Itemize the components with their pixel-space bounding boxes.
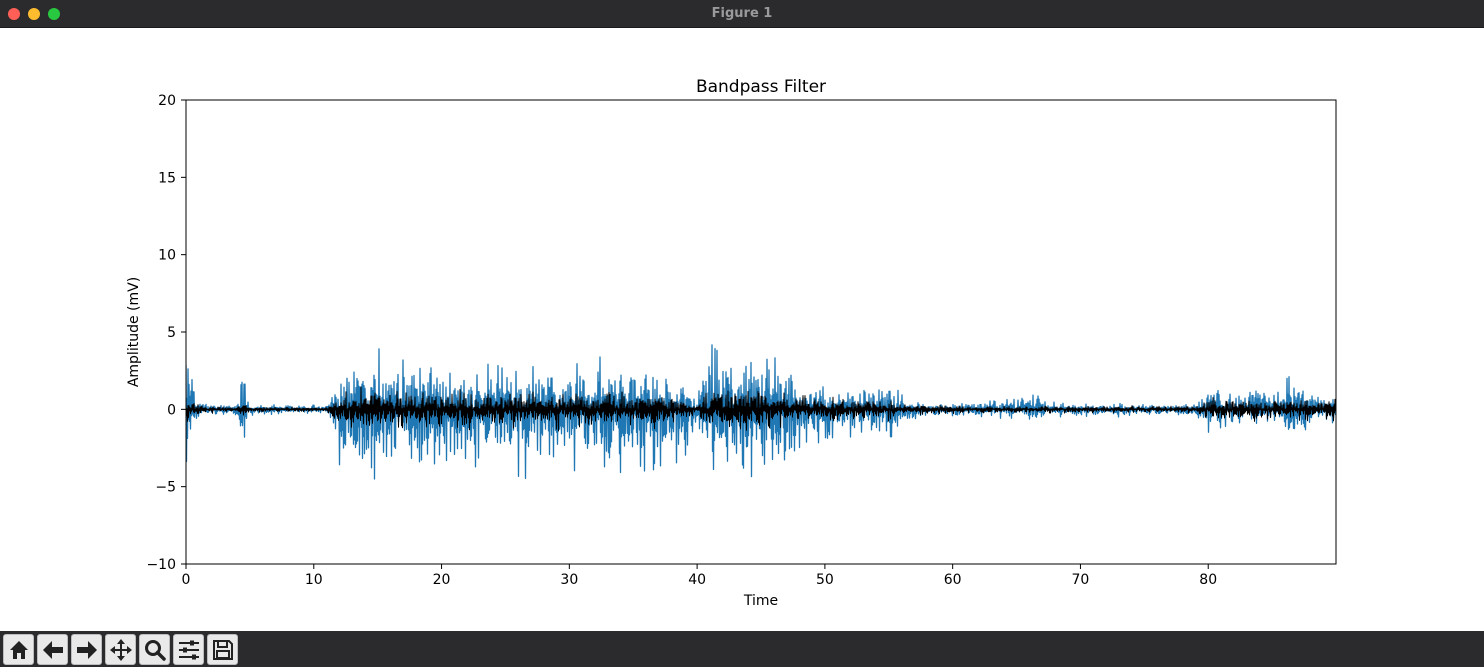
back-arrow-icon bbox=[43, 641, 63, 659]
y-tick-label: 10 bbox=[158, 248, 176, 264]
forward-arrow-icon bbox=[77, 641, 97, 659]
zoom-button[interactable] bbox=[139, 634, 170, 665]
y-tick-label: −10 bbox=[146, 557, 176, 573]
series-layer bbox=[186, 344, 1336, 480]
pan-move-icon bbox=[110, 639, 132, 661]
pan-button[interactable] bbox=[105, 634, 136, 665]
x-tick-label: 30 bbox=[560, 572, 578, 588]
minimize-window-button[interactable] bbox=[28, 8, 40, 20]
subplots-config-icon bbox=[179, 640, 199, 660]
x-tick-label: 50 bbox=[816, 572, 834, 588]
window-title: Figure 1 bbox=[711, 6, 773, 21]
y-tick-label: 20 bbox=[158, 93, 176, 109]
zoom-magnifier-icon bbox=[145, 640, 166, 661]
x-tick-label: 40 bbox=[688, 572, 706, 588]
maximize-window-button[interactable] bbox=[48, 8, 60, 20]
x-axis-label: Time bbox=[743, 593, 778, 609]
figure-canvas[interactable]: 0 10 20 30 40 50 60 70 80 −10 −5 0 5 10 15 20 Bandpass … bbox=[0, 28, 1484, 631]
save-figure-button[interactable] bbox=[207, 634, 238, 665]
x-tick-label: 80 bbox=[1199, 572, 1217, 588]
x-tick-label: 0 bbox=[182, 572, 191, 588]
forward-button[interactable] bbox=[71, 634, 102, 665]
x-tick-label: 10 bbox=[305, 572, 323, 588]
y-tick-label: 0 bbox=[167, 402, 176, 418]
y-tick-label: 5 bbox=[167, 325, 176, 341]
navigation-toolbar bbox=[0, 631, 1484, 667]
x-tick-label: 20 bbox=[433, 572, 451, 588]
close-window-button[interactable] bbox=[8, 8, 20, 20]
y-tick-label: 15 bbox=[158, 170, 176, 186]
home-icon bbox=[10, 641, 28, 659]
y-axis-label: Amplitude (mV) bbox=[126, 277, 142, 387]
y-tick-label: −5 bbox=[155, 480, 176, 496]
x-tick-label: 70 bbox=[1072, 572, 1090, 588]
series-line-2 bbox=[186, 386, 1336, 432]
home-button[interactable] bbox=[3, 634, 34, 665]
window-titlebar: Figure 1 bbox=[0, 0, 1484, 28]
x-tick-label: 60 bbox=[944, 572, 962, 588]
chart-title: Bandpass Filter bbox=[696, 77, 826, 97]
ticks-layer: 0 10 20 30 40 50 60 70 80 −10 −5 0 5 10 15 20 bbox=[146, 93, 1217, 588]
plot-frame bbox=[185, 99, 1337, 565]
save-disk-icon bbox=[213, 640, 233, 660]
back-button[interactable] bbox=[37, 634, 68, 665]
chart: 0 10 20 30 40 50 60 70 80 −10 −5 0 5 10 15 20 Bandpass … bbox=[126, 77, 1337, 609]
configure-subplots-button[interactable] bbox=[173, 634, 204, 665]
